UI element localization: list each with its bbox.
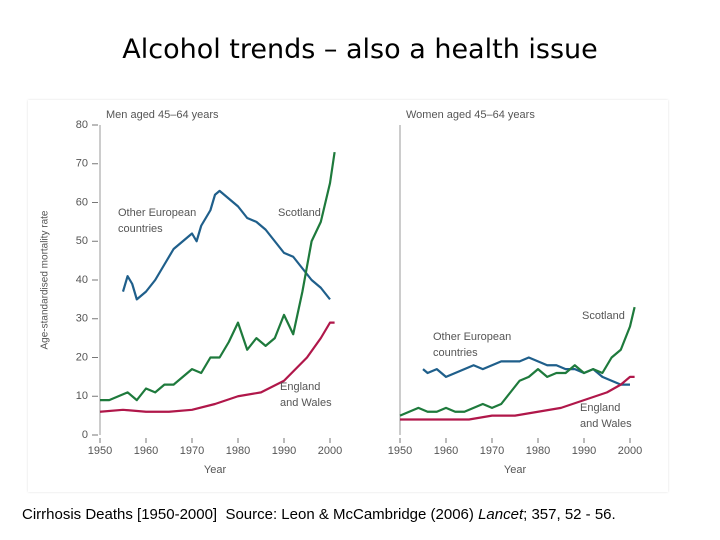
x-tick-label: 1950 — [388, 445, 412, 457]
x-tick-label: 1970 — [180, 445, 204, 457]
series-line — [400, 375, 635, 421]
x-tick-label: 1980 — [226, 445, 250, 457]
annotation: countries — [433, 347, 478, 359]
y-axis-label: Age-standardised mortality rate — [40, 210, 51, 349]
x-tick-label: 2000 — [318, 445, 342, 457]
chart: Men aged 45–64 years 0 10 20 30 40 50 60 70 80 195… — [40, 109, 643, 476]
x-tick-label: 1980 — [526, 445, 550, 457]
annotation: and Wales — [580, 418, 632, 430]
y-tick-label: 40 — [76, 274, 88, 286]
y-tick-label: 0 — [82, 429, 88, 441]
series-line — [100, 151, 336, 402]
y-tick-label: 50 — [76, 235, 88, 247]
x-tick-label: 2000 — [618, 445, 642, 457]
annotation: Other European — [433, 331, 511, 343]
panel-title: Men aged 45–64 years — [106, 109, 219, 121]
y-tick-label: 70 — [76, 158, 88, 170]
x-tick-label: 1960 — [434, 445, 458, 457]
series-line — [121, 189, 331, 301]
x-tick-label: 1960 — [134, 445, 158, 457]
panel-title: Women aged 45–64 years — [406, 109, 535, 121]
y-tick-label: 80 — [76, 119, 88, 131]
x-tick-label: 1990 — [572, 445, 596, 457]
y-tick-label: 30 — [76, 313, 88, 325]
caption-tail: ; 357, 52 - 56. — [523, 506, 616, 523]
slide-title: Alcohol trends – also a health issue — [122, 34, 598, 65]
series-line — [399, 306, 636, 417]
x-axis-label: Year — [204, 464, 227, 476]
caption-text: Cirrhosis Deaths [1950-2000] Source: Leo… — [22, 506, 479, 523]
x-axis-label: Year — [504, 464, 527, 476]
caption-journal: Lancet — [478, 506, 524, 523]
x-tick-label: 1970 — [480, 445, 504, 457]
x-tick-label: 1990 — [272, 445, 296, 457]
y-tick-label: 60 — [76, 196, 88, 208]
y-tick-label: 20 — [76, 351, 88, 363]
series-line — [99, 321, 335, 413]
annotation: Scotland — [278, 207, 321, 219]
annotation: England — [280, 381, 320, 393]
caption: Cirrhosis Deaths [1950-2000] Source: Leo… — [22, 506, 616, 523]
annotation: and Wales — [280, 397, 332, 409]
annotation: Other European — [118, 207, 196, 219]
x-tick-label: 1950 — [88, 445, 112, 457]
annotation: countries — [118, 223, 163, 235]
annotation: England — [580, 402, 620, 414]
y-tick-label: 10 — [76, 390, 88, 402]
annotation: Scotland — [582, 310, 625, 322]
